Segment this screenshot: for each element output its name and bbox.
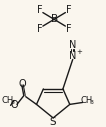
Text: F: F [66, 24, 72, 34]
Text: N: N [69, 51, 76, 61]
Text: CH: CH [80, 96, 93, 105]
Text: B: B [51, 14, 58, 24]
Text: +: + [77, 49, 82, 55]
Text: O: O [18, 79, 26, 89]
Text: S: S [50, 117, 56, 127]
Text: F: F [37, 5, 42, 15]
Text: N: N [69, 40, 76, 50]
Text: F: F [66, 5, 72, 15]
Text: 3: 3 [90, 100, 94, 105]
Text: 3: 3 [10, 100, 15, 105]
Text: CH: CH [1, 96, 13, 105]
Text: F: F [37, 24, 42, 34]
Text: O: O [10, 100, 18, 110]
